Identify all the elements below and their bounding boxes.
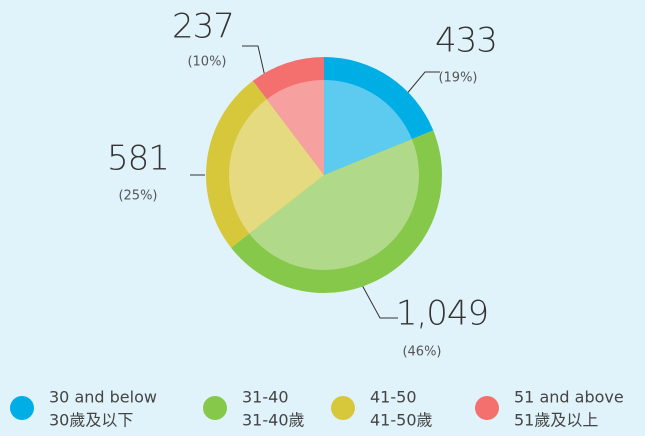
leader-line <box>361 284 398 319</box>
legend-label-zh: 30歲及以下 <box>49 411 133 430</box>
slice-inner <box>249 139 420 271</box>
percent-label: (10%) <box>187 55 226 70</box>
legend-marker <box>331 396 355 420</box>
legend-label-zh: 51歲及以上 <box>514 411 598 430</box>
legend-label-zh: 41-50歲 <box>370 411 433 430</box>
slice-inner <box>229 99 324 234</box>
slice-inner <box>324 80 412 175</box>
legend-marker <box>10 396 34 420</box>
percent-label: (19%) <box>438 71 477 86</box>
legend-label: 31-40 <box>242 388 289 407</box>
percent-label: (46%) <box>402 345 441 360</box>
slice-inner <box>266 80 324 175</box>
value-label: 1,049 <box>396 294 488 334</box>
value-label: 237 <box>172 7 234 47</box>
value-label: 433 <box>435 21 497 61</box>
legend-label: 41-50 <box>370 388 417 407</box>
legend-marker <box>475 396 499 420</box>
legend-label: 51 and above <box>514 388 624 407</box>
percent-label: (25%) <box>118 189 157 204</box>
legend-marker <box>203 396 227 420</box>
legend-label-zh: 31-40歲 <box>242 411 305 430</box>
legend-label: 30 and below <box>49 388 157 407</box>
value-label: 581 <box>107 139 169 179</box>
